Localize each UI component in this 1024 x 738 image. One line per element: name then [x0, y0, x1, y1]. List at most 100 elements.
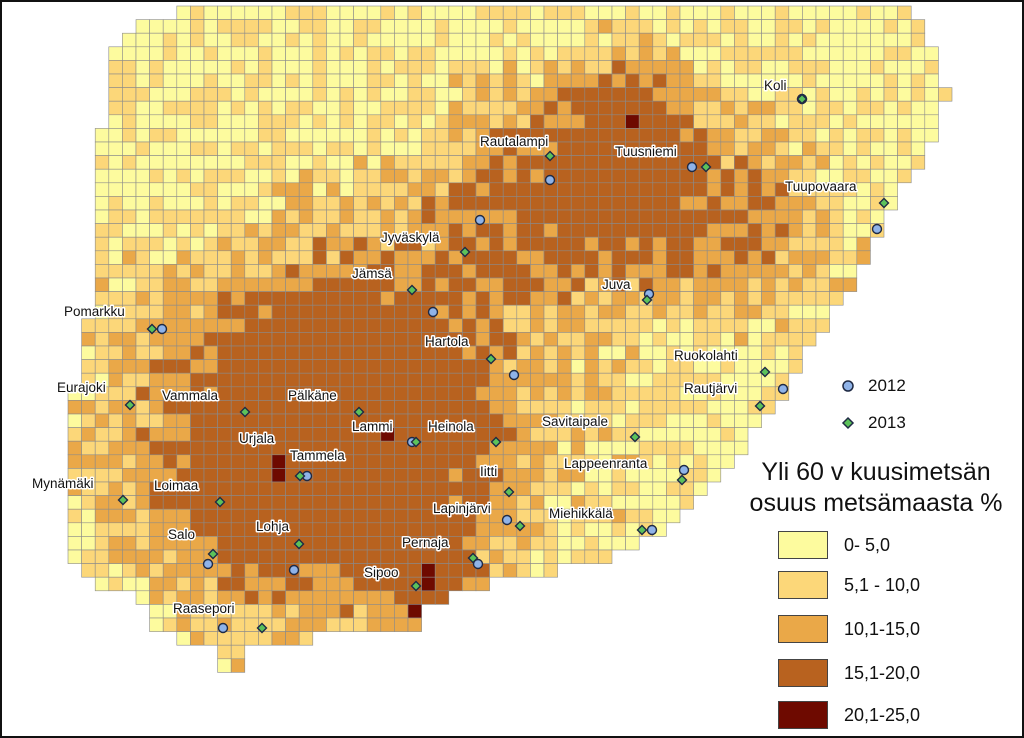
grid-cell — [298, 141, 314, 156]
grid-cell — [230, 73, 246, 88]
grid-cell — [285, 413, 300, 428]
grid-cell — [190, 304, 205, 320]
grid-cell — [489, 250, 504, 265]
grid-cell — [475, 332, 490, 347]
grid-cell — [489, 100, 504, 116]
grid-cell — [448, 359, 463, 374]
grid-cell — [421, 481, 436, 496]
grid-cell — [530, 481, 545, 496]
grid-cell — [543, 250, 558, 265]
grid-cell — [176, 87, 191, 102]
grid-cell — [176, 372, 191, 388]
grid-cell — [734, 155, 749, 170]
grid-cell — [761, 345, 776, 360]
grid-cell — [271, 318, 286, 333]
grid-cell — [81, 536, 96, 551]
place-label: Pomarkku — [64, 304, 125, 319]
grid-cell — [339, 304, 354, 320]
grid-cell — [720, 427, 735, 442]
grid-cell — [217, 454, 232, 469]
grid-cell — [434, 168, 450, 184]
grid-cell — [584, 291, 599, 306]
grid-cell — [162, 100, 178, 116]
grid-cell — [720, 87, 735, 102]
grid-cell — [271, 73, 286, 88]
grid-cell — [94, 318, 110, 333]
grid-cell — [570, 196, 586, 211]
grid-cell — [339, 114, 354, 129]
grid-cell — [897, 60, 912, 75]
grid-cell — [190, 5, 205, 20]
grid-cell — [557, 87, 572, 102]
grid-cell — [774, 100, 790, 116]
grid-cell — [543, 318, 558, 333]
grid-cell — [298, 277, 314, 292]
grid-cell — [502, 264, 518, 279]
grid-cell — [244, 617, 259, 632]
grid-cell — [761, 277, 776, 292]
grid-cell — [122, 576, 137, 592]
grid-cell — [734, 277, 749, 292]
grid-cell — [761, 114, 776, 129]
grid-cell — [81, 549, 96, 564]
grid-cell — [557, 19, 572, 34]
grid-cell — [434, 468, 450, 483]
grid-cell — [448, 19, 463, 34]
grid-cell — [570, 304, 586, 320]
grid-cell — [652, 5, 667, 20]
grid-cell — [462, 196, 477, 211]
grid-cell — [326, 413, 341, 428]
grid-cell — [203, 196, 218, 211]
grid-cell — [244, 264, 259, 279]
grid-cell — [149, 508, 164, 524]
grid-cell — [380, 291, 395, 306]
grid-cell — [802, 19, 817, 34]
grid-cell — [625, 5, 640, 20]
grid-cell — [530, 155, 545, 170]
grid-cell — [94, 141, 110, 156]
grid-cell — [258, 481, 273, 496]
grid-cell — [217, 522, 232, 537]
grid-cell — [421, 400, 436, 415]
grid-cell — [475, 168, 490, 184]
grid-cell — [407, 209, 422, 224]
grid-cell — [434, 372, 450, 388]
grid-cell — [734, 5, 749, 20]
grid-cell — [230, 128, 246, 143]
grid-cell — [149, 549, 164, 564]
grid-cell — [162, 236, 178, 252]
grid-cell — [747, 304, 762, 320]
grid-cell — [434, 576, 450, 592]
grid-cell — [380, 19, 395, 34]
grid-cell — [829, 87, 844, 102]
grid-cell — [298, 209, 314, 224]
grid-cell — [149, 440, 164, 456]
grid-cell — [421, 454, 436, 469]
grid-cell — [516, 277, 531, 292]
grid-cell — [176, 168, 191, 184]
grid-cell — [162, 182, 178, 197]
grid-cell — [530, 563, 545, 578]
grid-cell — [448, 5, 463, 20]
grid-cell — [584, 549, 599, 564]
grid-cell — [366, 604, 382, 619]
grid-cell — [543, 196, 558, 211]
marker-2013 — [410, 580, 422, 592]
grid-cell — [570, 209, 586, 224]
grid-cell — [366, 291, 382, 306]
grid-cell — [149, 277, 164, 292]
grid-cell — [543, 32, 558, 48]
grid-cell — [652, 46, 667, 61]
grid-cell — [815, 277, 830, 292]
grid-cell — [421, 468, 436, 483]
grid-cell — [380, 359, 395, 374]
grid-cell — [339, 372, 354, 388]
grid-cell — [734, 427, 749, 442]
grid-cell — [203, 264, 218, 279]
grid-cell — [638, 400, 654, 415]
grid-cell — [380, 508, 395, 524]
grid-cell — [611, 46, 626, 61]
grid-cell — [652, 100, 667, 116]
grid-cell — [380, 32, 395, 48]
